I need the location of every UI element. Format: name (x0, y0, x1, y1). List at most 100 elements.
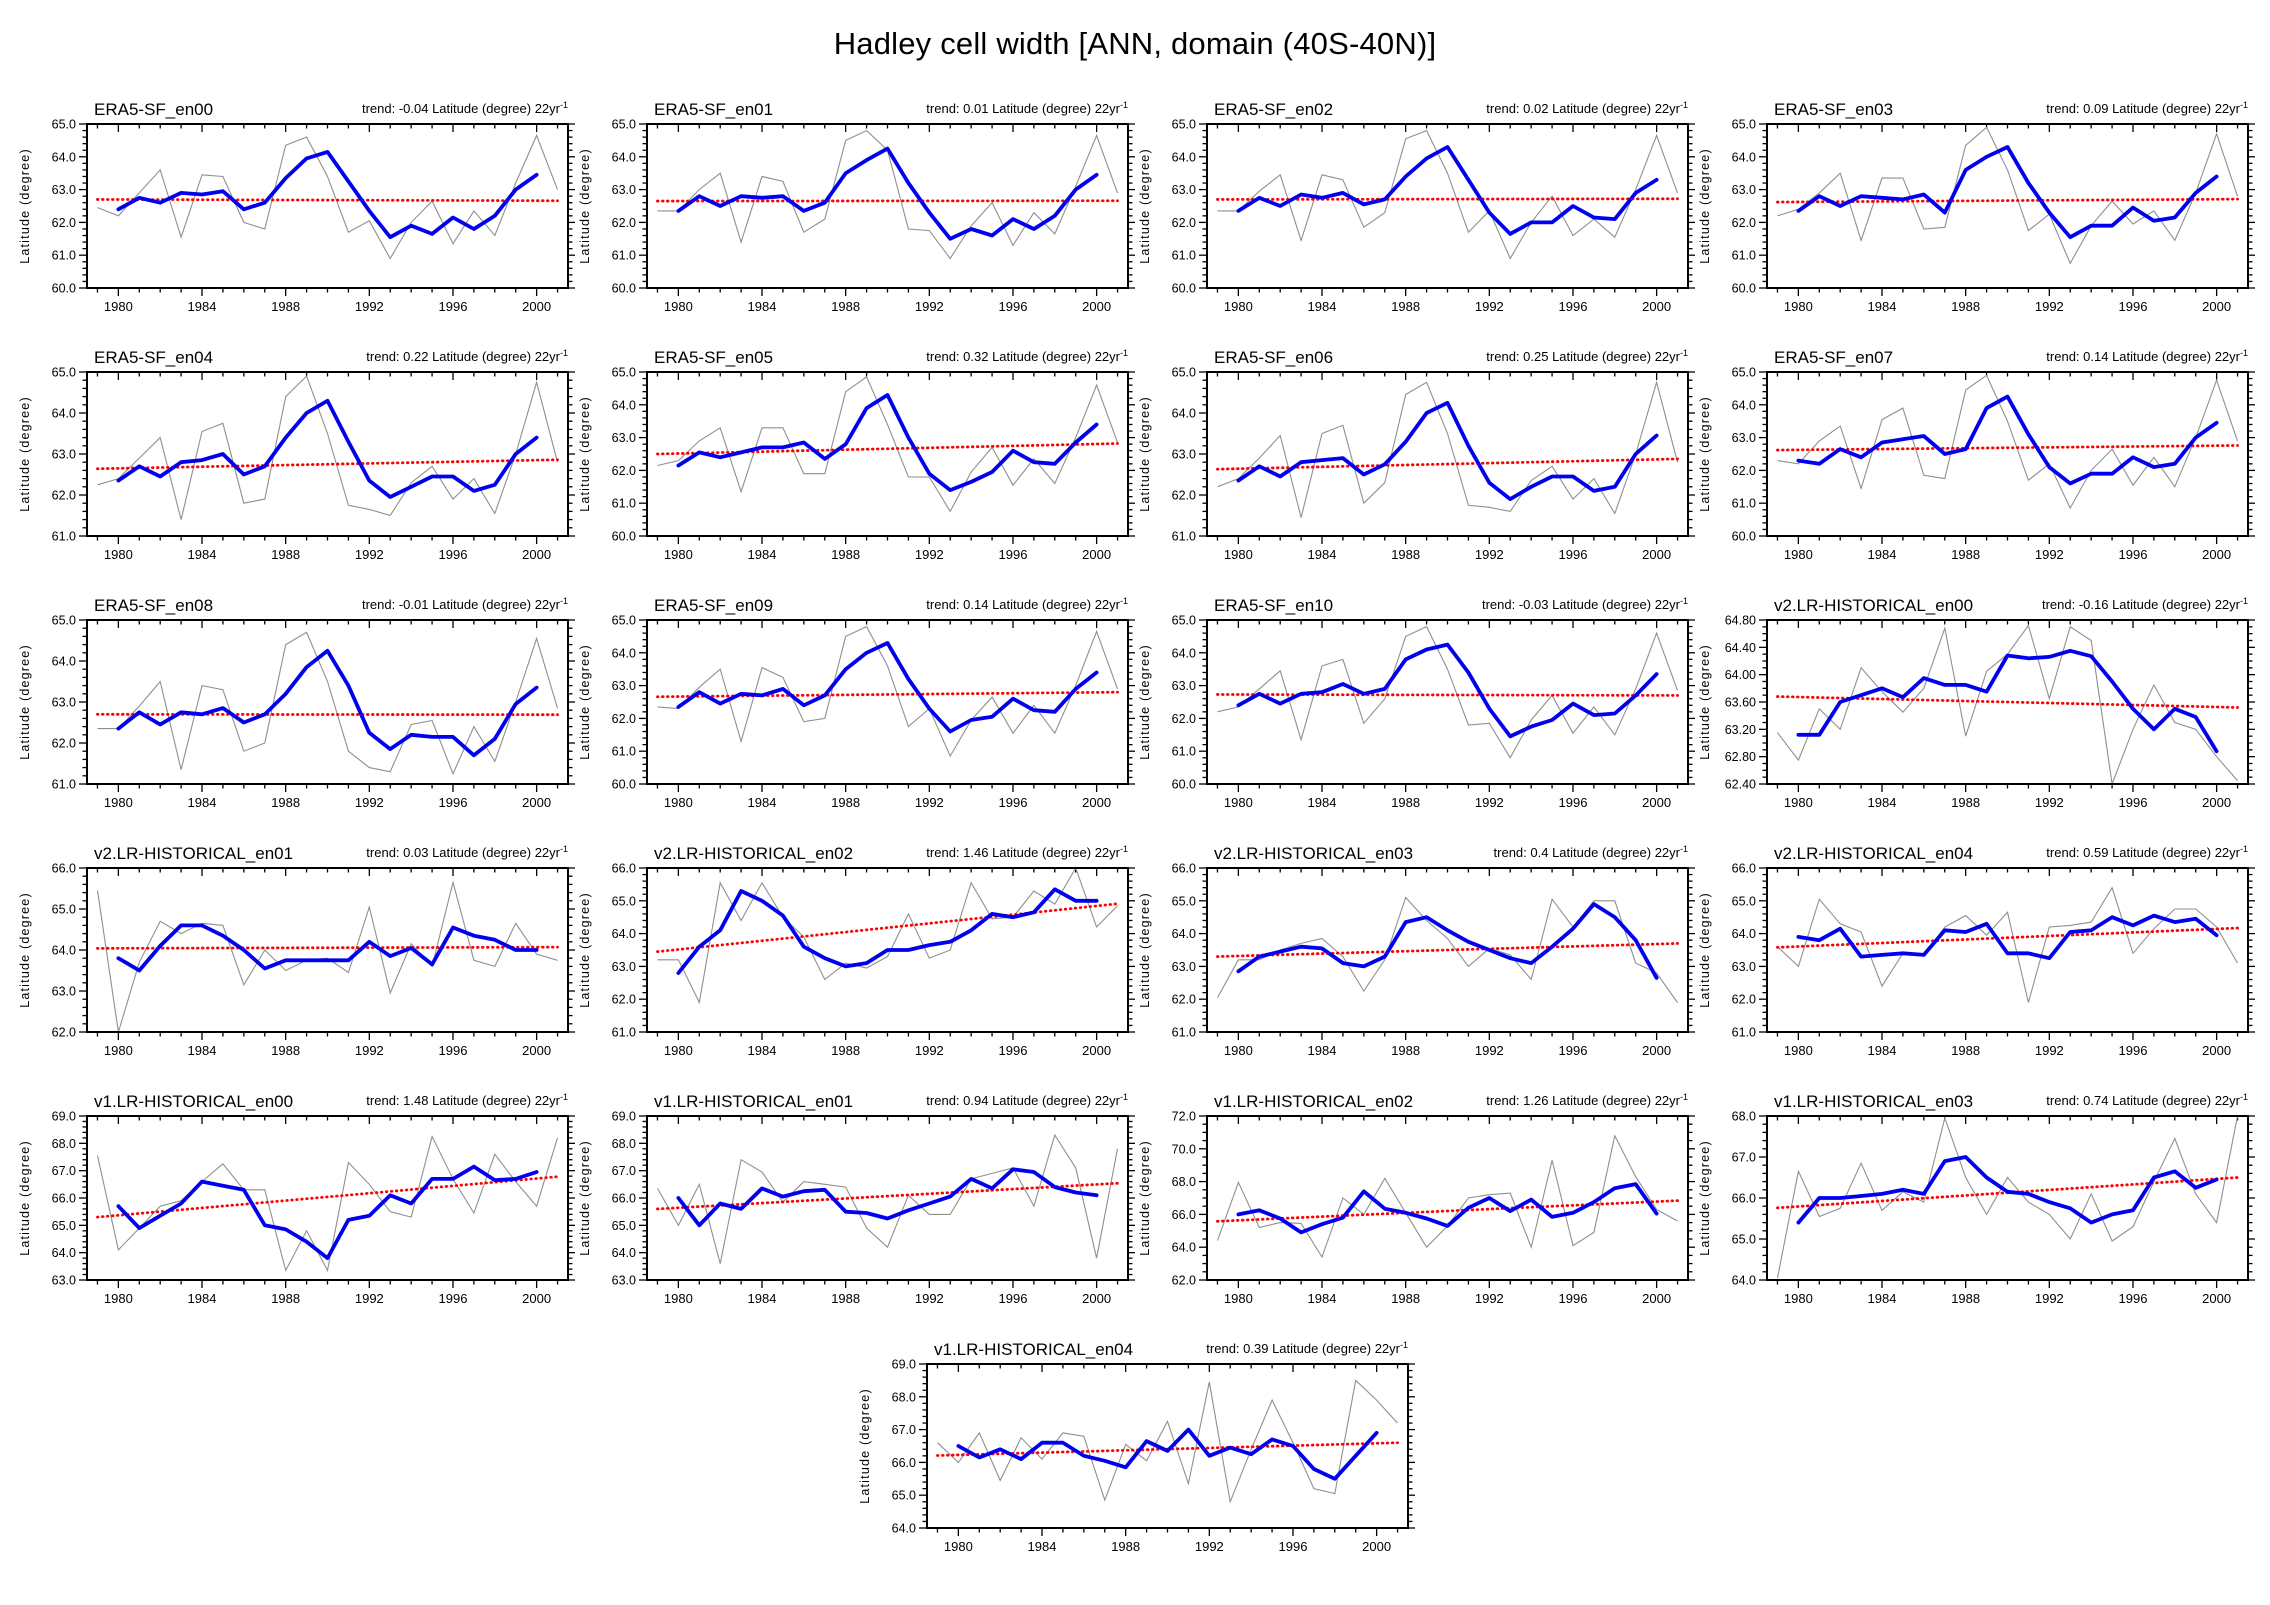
x-tick-label: 1984 (748, 795, 777, 810)
x-tick-label: 1980 (104, 795, 133, 810)
x-tick-label: 2000 (1642, 547, 1671, 562)
y-tick-label: 63.20 (1725, 723, 1756, 737)
y-tick-label: 64.0 (892, 1522, 916, 1536)
x-tick-label: 1988 (831, 547, 860, 562)
y-tick-label: 65.0 (1172, 366, 1196, 380)
gray-annual-line (96, 880, 558, 1033)
x-tick-label: 1988 (1951, 547, 1980, 562)
y-tick-label: 63.0 (612, 183, 636, 197)
y-tick-label: 64.0 (612, 398, 636, 412)
trend-label: trend: 0.25 Latitude (degree) 22yr-1 (1486, 348, 1688, 364)
y-tick-label: 67.0 (612, 1164, 636, 1178)
x-tick-label: 1992 (1475, 547, 1504, 562)
blue-smoothed-line (1236, 145, 1659, 236)
panel-v2.LR-HISTORICAL_en02: v2.LR-HISTORICAL_en02 trend: 1.46 Latitud… (575, 840, 1136, 1088)
y-tick-label: 66.0 (52, 862, 76, 876)
y-tick-label: 63.0 (1732, 431, 1756, 445)
x-tick-label: 1984 (188, 547, 217, 562)
x-tick-label: 2000 (2202, 299, 2231, 314)
x-tick-label: 1984 (748, 1291, 777, 1306)
y-tick-label: 66.0 (1172, 862, 1196, 876)
chart-ERA5-SF_en09: ERA5-SF_en09 trend: 0.14 Latitude (degree… (578, 596, 1136, 810)
y-tick-label: 65.0 (612, 118, 636, 132)
x-tick-label: 1996 (1279, 1539, 1308, 1554)
y-tick-label: 61.0 (1172, 530, 1196, 544)
x-tick-label: 1984 (748, 299, 777, 314)
x-tick-label: 1980 (1784, 547, 1813, 562)
blue-smoothed-line (1796, 394, 2219, 486)
y-tick-label: 60.0 (1732, 282, 1756, 296)
plot-frame (1766, 1115, 2249, 1281)
chart-v2.LR-HISTORICAL_en03: v2.LR-HISTORICAL_en03 trend: 0.4 Latitude… (1138, 844, 1696, 1058)
x-tick-label: 1984 (1308, 1043, 1337, 1058)
y-tick-label: 63.0 (1732, 183, 1756, 197)
panel-ERA5-SF_en01: ERA5-SF_en01 trend: 0.01 Latitude (degree… (575, 96, 1136, 344)
panel-title: v2.LR-HISTORICAL_en00 (1774, 596, 1973, 615)
x-tick-label: 1992 (1195, 1539, 1224, 1554)
blue-smoothed-line (956, 1427, 1379, 1481)
chart-v2.LR-HISTORICAL_en02: v2.LR-HISTORICAL_en02 trend: 1.46 Latitud… (578, 844, 1136, 1058)
x-tick-label: 1984 (1868, 795, 1897, 810)
panel-v2.LR-HISTORICAL_en00: v2.LR-HISTORICAL_en00 trend: -0.16 Latitu… (1695, 592, 2256, 840)
x-tick-label: 1988 (1391, 1043, 1420, 1058)
plot-frame (1206, 1115, 1689, 1281)
y-tick-label: 62.0 (52, 737, 76, 751)
x-tick-label: 1984 (1308, 547, 1337, 562)
y-tick-label: 65.0 (1732, 366, 1756, 380)
panel-grid: ERA5-SF_en00 trend: -0.04 Latitude (degre… (15, 96, 2256, 1336)
trend-label: trend: 1.46 Latitude (degree) 22yr-1 (926, 844, 1128, 860)
panel-grid-last-row: v1.LR-HISTORICAL_en04 trend: 0.39 Latitud… (15, 1336, 2255, 1584)
x-tick-label: 1996 (2119, 299, 2148, 314)
y-tick-label: 62.0 (1172, 489, 1196, 503)
gray-annual-line (1217, 129, 1679, 260)
trend-dotted-line (656, 1181, 1119, 1211)
x-tick-label: 2000 (1642, 1043, 1671, 1058)
gray-annual-line (937, 1379, 1398, 1504)
x-tick-label: 2000 (1082, 299, 1111, 314)
y-tick-label: 64.0 (52, 407, 76, 421)
gray-annual-line (657, 625, 1119, 758)
y-tick-label: 64.0 (1732, 398, 1756, 412)
axis-ticks (1199, 1115, 1696, 1288)
y-tick-label: 65.0 (1732, 1233, 1756, 1247)
panel-title: ERA5-SF_en04 (94, 348, 213, 367)
blue-smoothed-line (1236, 400, 1659, 502)
y-tick-label: 63.0 (1172, 679, 1196, 693)
y-axis-label: Latitude (degree) (1698, 148, 1712, 264)
y-tick-label: 64.0 (1172, 150, 1196, 164)
x-tick-label: 1992 (915, 1043, 944, 1058)
x-tick-label: 1988 (831, 299, 860, 314)
y-tick-label: 64.0 (52, 1246, 76, 1260)
x-tick-label: 1980 (104, 299, 133, 314)
x-tick-label: 1988 (831, 1043, 860, 1058)
y-tick-label: 65.0 (52, 366, 76, 380)
y-tick-label: 65.0 (52, 903, 76, 917)
x-tick-label: 1992 (2035, 547, 2064, 562)
plot-frame (1766, 123, 2249, 289)
y-tick-label: 65.0 (1172, 614, 1196, 628)
x-tick-label: 2000 (2202, 1291, 2231, 1306)
y-tick-label: 63.0 (52, 985, 76, 999)
blue-smoothed-line (1796, 648, 2219, 754)
x-tick-label: 1988 (1391, 795, 1420, 810)
chart-v1.LR-HISTORICAL_en03: v1.LR-HISTORICAL_en03 trend: 0.74 Latitud… (1698, 1092, 2256, 1306)
x-tick-label: 1992 (915, 1291, 944, 1306)
trend-label: trend: 0.14 Latitude (degree) 22yr-1 (2046, 348, 2248, 364)
trend-label: trend: 0.22 Latitude (degree) 22yr-1 (366, 348, 568, 364)
y-tick-label: 65.0 (52, 1219, 76, 1233)
chart-ERA5-SF_en10: ERA5-SF_en10 trend: -0.03 Latitude (degre… (1138, 596, 1696, 810)
y-tick-label: 64.0 (1732, 150, 1756, 164)
blue-smoothed-line (116, 923, 539, 973)
gray-annual-line (97, 134, 559, 260)
y-tick-label: 63.0 (1172, 183, 1196, 197)
y-tick-label: 64.0 (612, 927, 636, 941)
chart-ERA5-SF_en01: ERA5-SF_en01 trend: 0.01 Latitude (degree… (578, 100, 1136, 314)
plot-frame (1766, 619, 2249, 785)
y-tick-label: 61.0 (1732, 1026, 1756, 1040)
x-tick-label: 1980 (1784, 299, 1813, 314)
x-tick-label: 1992 (915, 547, 944, 562)
chart-v2.LR-HISTORICAL_en00: v2.LR-HISTORICAL_en00 trend: -0.16 Latitu… (1698, 596, 2256, 810)
y-tick-label: 63.60 (1725, 696, 1756, 710)
panel-title: ERA5-SF_en05 (654, 348, 773, 367)
x-tick-label: 1996 (439, 1043, 468, 1058)
